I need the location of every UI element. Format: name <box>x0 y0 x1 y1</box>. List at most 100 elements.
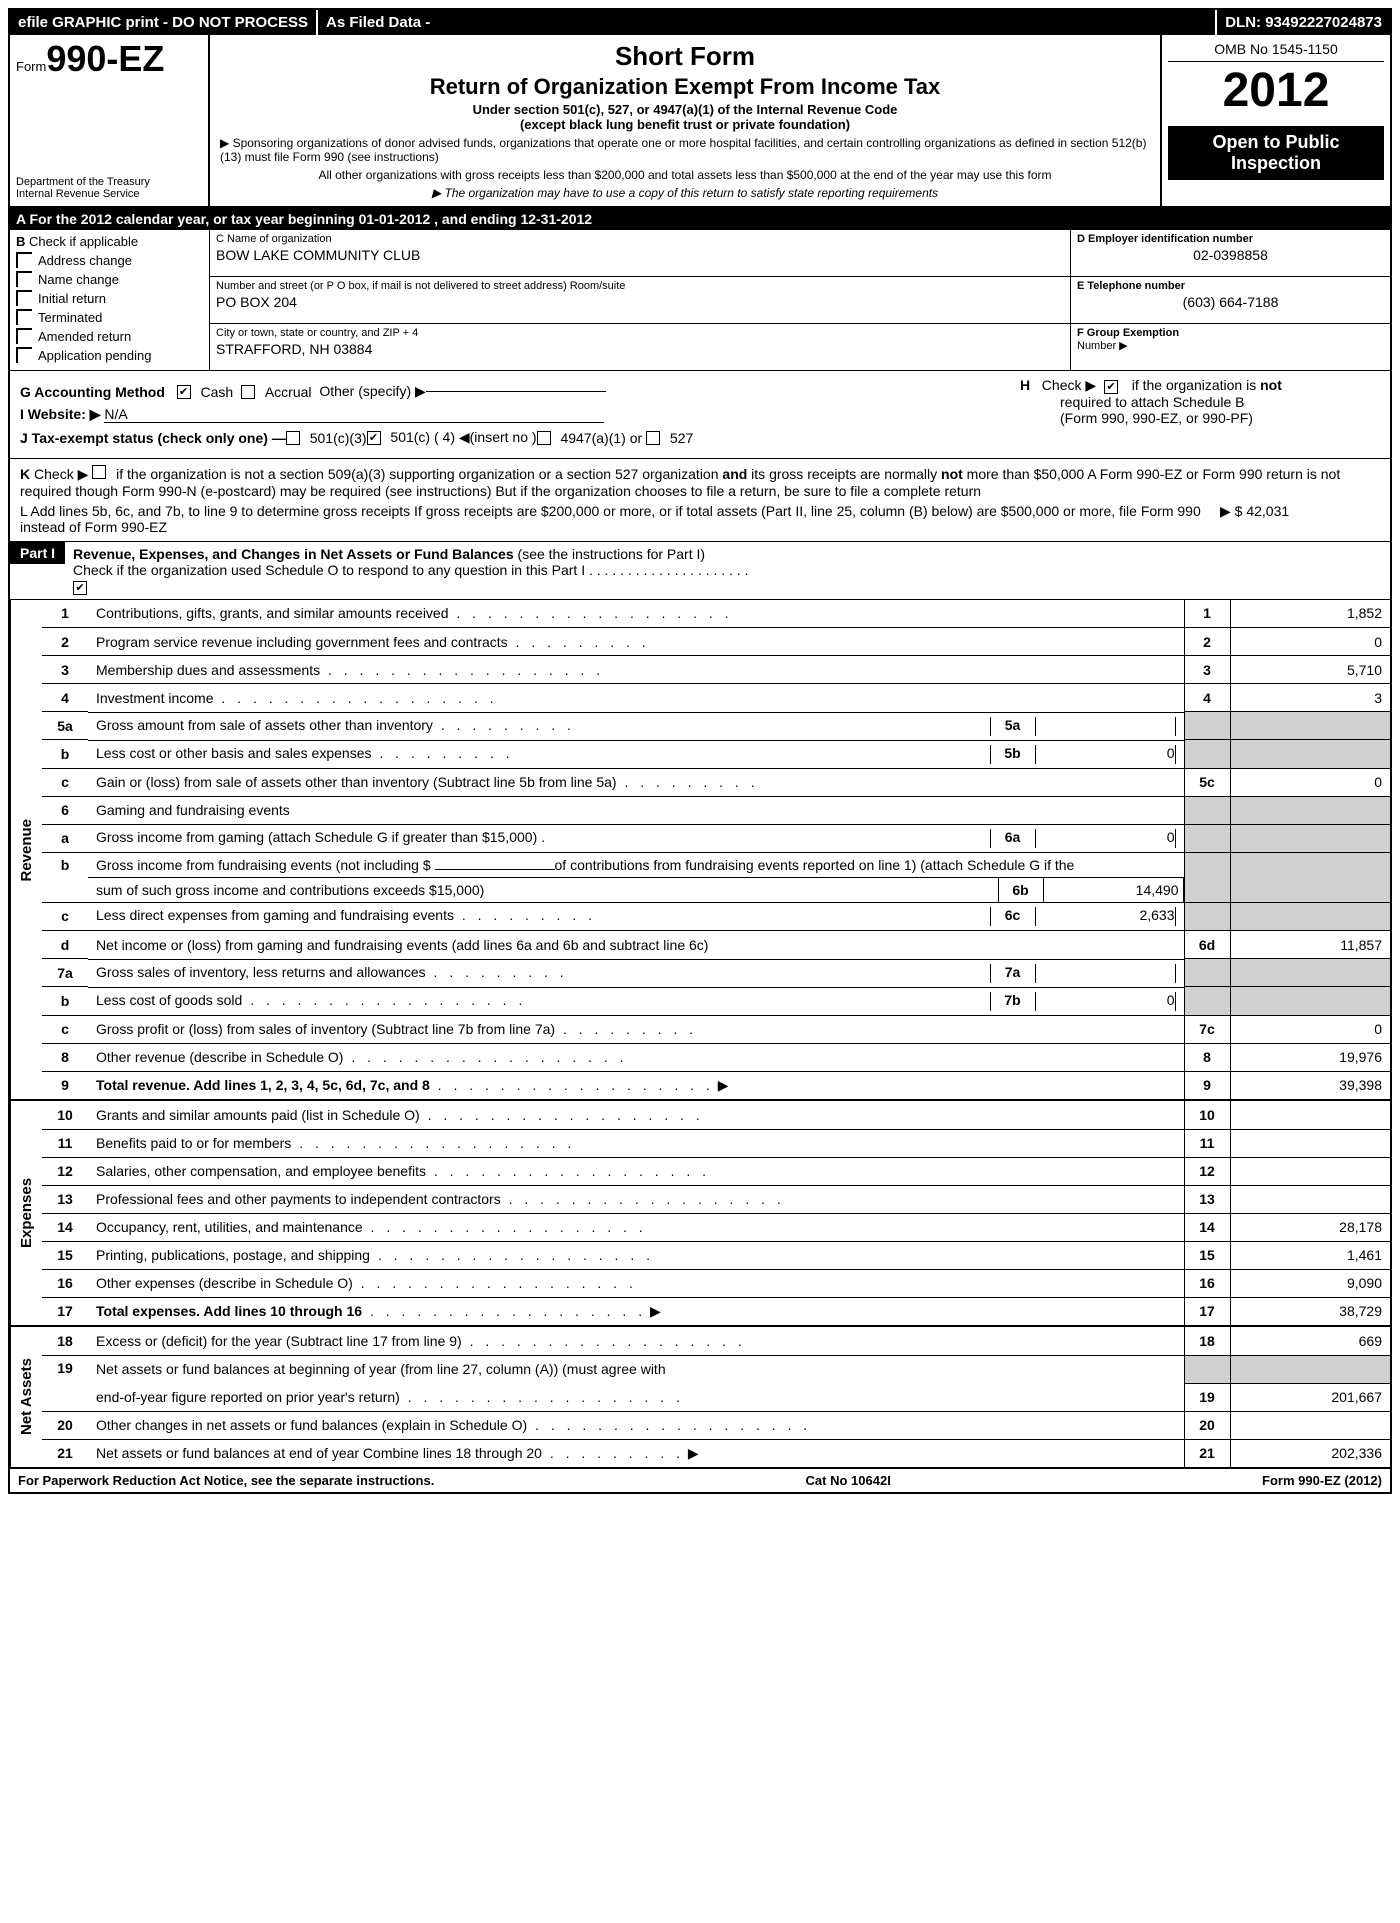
cb-address[interactable] <box>16 252 32 268</box>
footer-left: For Paperwork Reduction Act Notice, see … <box>18 1473 434 1488</box>
cb-terminated[interactable] <box>16 309 32 325</box>
side-expenses: Expenses <box>10 1101 42 1325</box>
c-value: BOW LAKE COMMUNITY CLUB <box>216 247 1064 263</box>
addr-label: Number and street (or P O box, if mail i… <box>216 280 1064 292</box>
cb-name[interactable] <box>16 271 32 287</box>
f-label: F Group Exemption <box>1077 327 1384 339</box>
section-kl: K Check ▶ if the organization is not a s… <box>10 459 1390 542</box>
j-4947: 4947(a)(1) or <box>560 430 642 446</box>
h-text3: required to attach Schedule B <box>1060 394 1244 410</box>
sub2: (except black lung benefit trust or priv… <box>220 117 1150 132</box>
i-label: I Website: ▶ <box>20 406 101 423</box>
e-value: (603) 664-7188 <box>1077 294 1384 310</box>
b-label: B <box>16 234 25 249</box>
part1-header: Part I Revenue, Expenses, and Changes in… <box>10 542 1390 600</box>
open2: Inspection <box>1174 153 1378 174</box>
title2: Return of Organization Exempt From Incom… <box>220 74 1150 100</box>
part1-note: (see the instructions for Part I) <box>518 546 706 562</box>
dln-text: DLN: 93492227024873 <box>1215 10 1390 35</box>
header-center: Short Form Return of Organization Exempt… <box>210 35 1160 206</box>
part1-title: Revenue, Expenses, and Changes in Net As… <box>73 546 514 562</box>
cb-initial[interactable] <box>16 290 32 306</box>
form-container: efile GRAPHIC print - DO NOT PROCESS As … <box>8 8 1392 1494</box>
form-prefix: Form <box>16 59 46 74</box>
j-501c3: 501(c)(3) <box>310 430 367 446</box>
revenue-table: 1Contributions, gifts, grants, and simil… <box>42 600 1390 1100</box>
cb-527[interactable] <box>646 431 660 445</box>
check-label: Check if applicable <box>29 234 138 249</box>
dept1: Department of the Treasury <box>16 176 202 188</box>
note2: All other organizations with gross recei… <box>220 168 1150 182</box>
e-label: E Telephone number <box>1077 280 1384 292</box>
c-label: C Name of organization <box>216 233 1064 245</box>
revenue-section: Revenue 1Contributions, gifts, grants, a… <box>10 600 1390 1102</box>
cb-501c3[interactable] <box>286 431 300 445</box>
section-gh: G Accounting Method Cash Accrual Other (… <box>10 371 1390 459</box>
header-left: Form990-EZ Department of the Treasury In… <box>10 35 210 206</box>
part1-label: Part I <box>10 542 65 564</box>
city-value: STRAFFORD, NH 03884 <box>216 341 1064 357</box>
g-other: Other (specify) ▶ <box>319 383 425 400</box>
dept-block: Department of the Treasury Internal Reve… <box>16 176 202 200</box>
filed-text: As Filed Data - <box>316 10 1215 35</box>
sub1: Under section 501(c), 527, or 4947(a)(1)… <box>220 102 1150 117</box>
g-accrual: Accrual <box>265 384 312 400</box>
h-text4: (Form 990, 990-EZ, or 990-PF) <box>1060 410 1253 426</box>
row-j: J Tax-exempt status (check only one) — 5… <box>20 429 1000 446</box>
addr-value: PO BOX 204 <box>216 294 1064 310</box>
g-cash: Cash <box>200 384 233 400</box>
cb5-label: Amended return <box>38 329 131 344</box>
cb-h[interactable] <box>1104 380 1118 394</box>
omb: OMB No 1545-1150 <box>1168 41 1384 62</box>
efile-text: efile GRAPHIC print - DO NOT PROCESS <box>10 10 316 35</box>
cb-4947[interactable] <box>537 431 551 445</box>
j-527: 527 <box>670 430 693 446</box>
g-label: G Accounting Method <box>20 384 165 400</box>
l-text: L Add lines 5b, 6c, and 7b, to line 9 to… <box>20 503 1220 535</box>
cb2-label: Name change <box>38 272 119 287</box>
section-h: H Check ▶ if the organization is not req… <box>1000 377 1380 452</box>
d-label: D Employer identification number <box>1077 233 1384 245</box>
expenses-table: 10Grants and similar amounts paid (list … <box>42 1101 1390 1325</box>
cb-pending[interactable] <box>16 347 32 363</box>
cb6-label: Application pending <box>38 348 151 363</box>
header-row: Form990-EZ Department of the Treasury In… <box>10 35 1390 208</box>
cb3-label: Initial return <box>38 291 106 306</box>
info-grid: B Check if applicable Address change Nam… <box>10 230 1390 371</box>
footer-center: Cat No 10642I <box>806 1473 891 1488</box>
expenses-section: Expenses 10Grants and similar amounts pa… <box>10 1101 1390 1327</box>
title1: Short Form <box>220 41 1150 72</box>
tax-year: 2012 <box>1168 62 1384 120</box>
side-netassets: Net Assets <box>10 1327 42 1467</box>
j-label: J Tax-exempt status (check only one) — <box>20 430 286 446</box>
cb-amended[interactable] <box>16 328 32 344</box>
side-revenue: Revenue <box>10 600 42 1100</box>
section-def: D Employer identification number 02-0398… <box>1070 230 1390 370</box>
l-value: ▶ $ 42,031 <box>1220 503 1380 535</box>
cb-part1[interactable] <box>73 581 87 595</box>
cb4-label: Terminated <box>38 310 102 325</box>
f-label2: Number ▶ <box>1077 339 1384 352</box>
cb-accrual[interactable] <box>241 385 255 399</box>
footer: For Paperwork Reduction Act Notice, see … <box>10 1469 1390 1492</box>
d-value: 02-0398858 <box>1077 247 1384 263</box>
cb-k[interactable] <box>92 465 106 479</box>
note3: ▶ The organization may have to use a cop… <box>220 186 1150 200</box>
city-label: City or town, state or country, and ZIP … <box>216 327 1064 339</box>
section-a-bar: A For the 2012 calendar year, or tax yea… <box>10 208 1390 230</box>
section-b: B Check if applicable Address change Nam… <box>10 230 210 370</box>
section-c: C Name of organization BOW LAKE COMMUNIT… <box>210 230 1070 370</box>
g-other-line[interactable] <box>426 391 606 392</box>
j-501c: 501(c) ( 4) ◀(insert no ) <box>390 429 536 446</box>
top-bar: efile GRAPHIC print - DO NOT PROCESS As … <box>10 10 1390 35</box>
part1-check: Check if the organization used Schedule … <box>73 562 748 578</box>
h-text2: if the organization is <box>1132 377 1257 393</box>
h-text1: Check ▶ <box>1042 377 1096 393</box>
header-right: OMB No 1545-1150 2012 Open to Public Ins… <box>1160 35 1390 206</box>
open1: Open to Public <box>1174 132 1378 153</box>
netassets-section: Net Assets 18Excess or (deficit) for the… <box>10 1327 1390 1469</box>
cb-cash[interactable] <box>177 385 191 399</box>
dept2: Internal Revenue Service <box>16 188 202 200</box>
cb-501c[interactable] <box>367 431 381 445</box>
cb1-label: Address change <box>38 253 132 268</box>
